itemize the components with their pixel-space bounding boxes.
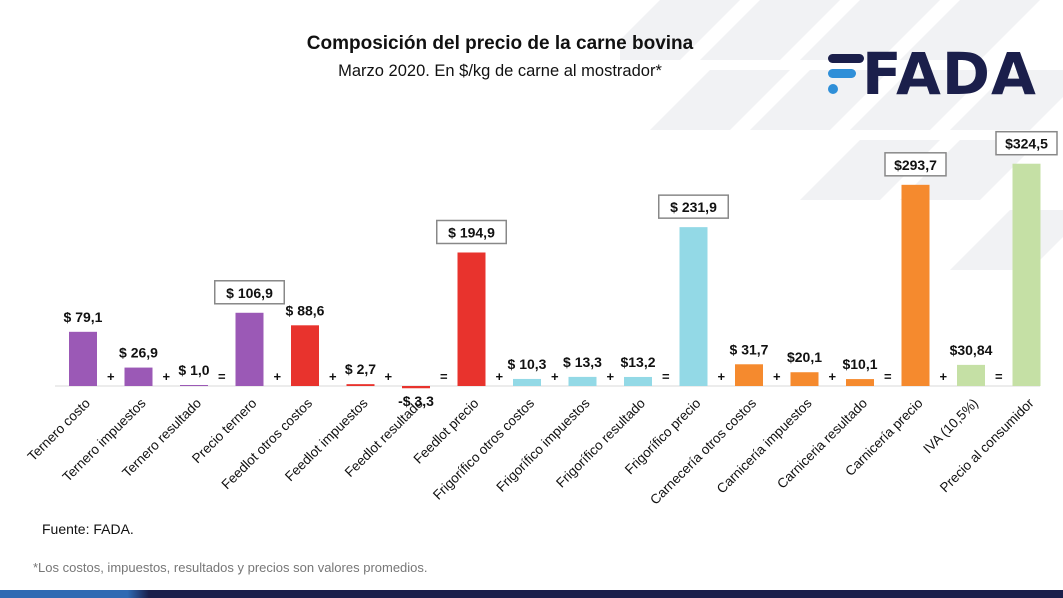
bar-10 <box>568 376 597 386</box>
chart-title: Composición del precio de la carne bovin… <box>306 33 694 54</box>
operator-9: + <box>551 369 559 384</box>
value-label-17: $30,84 <box>950 342 993 358</box>
value-label-18: $324,5 <box>1005 136 1048 152</box>
price-composition-chart: $ 79,1+Ternero costo$ 26,9+Ternero impue… <box>25 130 1058 507</box>
value-label-14: $20,1 <box>787 349 822 365</box>
bar-1 <box>69 331 97 386</box>
category-label-9: Frigorífico otros costos <box>430 395 537 502</box>
value-label-12: $ 231,9 <box>670 199 717 215</box>
category-label-14: Carnicería impuestos <box>714 395 815 496</box>
source-note: Fuente: FADA. <box>42 521 134 537</box>
operator-2: + <box>162 369 170 384</box>
bar-7 <box>402 386 430 389</box>
value-label-3: $ 1,0 <box>178 362 209 378</box>
operator-10: + <box>606 369 614 384</box>
value-label-16: $293,7 <box>894 157 937 173</box>
operator-1: + <box>107 369 115 384</box>
value-label-9: $ 10,3 <box>508 356 547 372</box>
category-label-17: IVA (10,5%) <box>920 396 981 457</box>
operator-11: = <box>662 369 670 384</box>
operator-4: + <box>273 369 281 384</box>
bar-6 <box>346 384 375 386</box>
bar-9 <box>513 378 541 386</box>
operator-15: = <box>884 369 892 384</box>
operator-3: = <box>218 369 226 384</box>
operator-6: + <box>384 369 392 384</box>
chart-subtitle: Marzo 2020. En $/kg de carne al mostrado… <box>338 62 662 80</box>
value-label-13: $ 31,7 <box>730 341 769 357</box>
value-label-2: $ 26,9 <box>119 345 158 361</box>
operator-8: + <box>495 369 503 384</box>
bar-4 <box>235 312 264 386</box>
value-label-box-18 <box>995 130 1058 156</box>
fada-logo: FADA <box>826 45 1036 103</box>
operator-5: + <box>329 369 337 384</box>
operator-13: + <box>773 369 781 384</box>
value-label-7: -$ 3,3 <box>398 393 434 409</box>
operator-14: + <box>828 369 836 384</box>
bar-18 <box>1012 163 1041 386</box>
value-label-box-8 <box>436 219 507 245</box>
operator-12: + <box>717 369 725 384</box>
bar-5 <box>291 325 319 386</box>
fada-logo-text: FADA <box>862 40 1037 108</box>
bar-12 <box>679 227 708 386</box>
bar-11 <box>624 376 652 386</box>
value-label-11: $13,2 <box>620 354 655 370</box>
value-label-5: $ 88,6 <box>286 302 325 318</box>
operator-16: + <box>939 369 947 384</box>
fada-logo-mark-icon <box>828 54 864 94</box>
operator-17: = <box>995 369 1003 384</box>
value-label-8: $ 194,9 <box>448 224 495 240</box>
value-label-6: $ 2,7 <box>345 361 376 377</box>
bar-13 <box>735 364 763 386</box>
bar-3 <box>180 385 208 386</box>
bottom-bar <box>0 590 1063 598</box>
value-label-10: $ 13,3 <box>563 354 602 370</box>
bar-14 <box>790 372 819 386</box>
bar-2 <box>124 367 153 386</box>
operator-7: = <box>440 369 448 384</box>
bar-15 <box>846 379 874 386</box>
category-label-10: Frigorífico impuestos <box>493 395 592 494</box>
bar-8 <box>457 252 486 386</box>
value-label-box-4 <box>214 280 285 305</box>
bar-16 <box>901 184 930 386</box>
value-label-15: $10,1 <box>842 356 877 372</box>
value-label-box-12 <box>658 194 729 219</box>
category-label-5: Feedlot otros costos <box>219 395 316 492</box>
value-label-4: $ 106,9 <box>226 285 273 301</box>
bar-17 <box>957 364 985 386</box>
category-label-13: Carnecería otros costos <box>647 395 759 507</box>
value-label-1: $ 79,1 <box>64 309 103 325</box>
value-label-box-16 <box>884 152 947 177</box>
footnote: *Los costos, impuestos, resultados y pre… <box>33 560 428 575</box>
category-label-18: Precio al consumidor <box>937 395 1037 495</box>
